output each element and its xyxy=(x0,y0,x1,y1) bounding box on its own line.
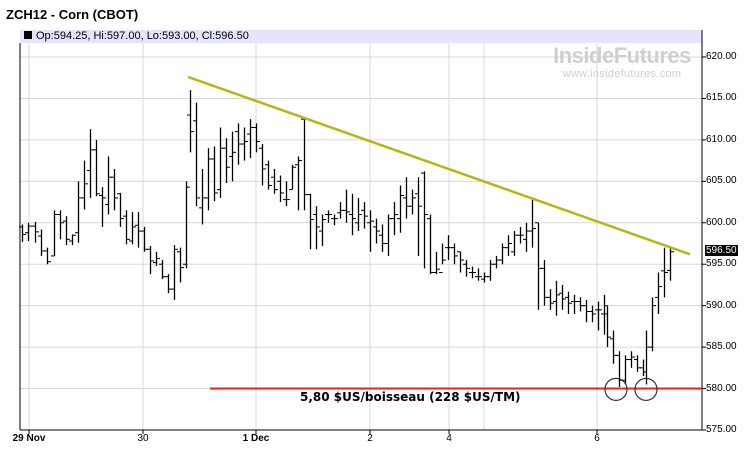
ohlc-values: Op:594.25, Hi:597.00, Lo:593.00, Cl:596.… xyxy=(36,30,249,42)
y-tick-label: 605.00 xyxy=(706,175,737,187)
x-tick-label: 4 xyxy=(446,433,452,444)
watermark-brand: InsideFutures xyxy=(553,43,691,68)
double-bottom-circle-icon xyxy=(634,377,658,401)
resistance-trendline xyxy=(187,75,691,256)
x-tick-label: 1 Dec xyxy=(242,433,270,444)
chart-title: ZCH12 - Corn (CBOT) xyxy=(6,7,139,22)
support-annotation: 5,80 $US/boisseau (228 $US/TM) xyxy=(300,390,521,404)
x-tick-label: 6 xyxy=(594,433,600,444)
y-tick-label: 610.00 xyxy=(706,133,737,145)
x-tick-label: 29 Nov xyxy=(12,433,46,444)
y-tick-label: 600.00 xyxy=(706,216,737,228)
y-tick-label: 590.00 xyxy=(706,299,737,311)
y-tick-label: 615.00 xyxy=(706,92,737,104)
ohlc-legend: Op:594.25, Hi:597.00, Lo:593.00, Cl:596.… xyxy=(24,30,249,43)
double-bottom-circle-icon xyxy=(604,377,628,401)
y-tick-label: 595.00 xyxy=(706,258,737,270)
y-tick-label: 580.00 xyxy=(706,382,737,394)
last-price-marker: 596.50 xyxy=(705,245,738,256)
y-tick-label: 620.00 xyxy=(706,51,737,62)
series-swatch-icon xyxy=(24,31,32,39)
watermark: InsideFutures www.insidefutures.com xyxy=(547,43,697,81)
watermark-url: www.insidefutures.com xyxy=(562,68,682,80)
legend-bar xyxy=(20,30,702,43)
y-tick-label: 575.00 xyxy=(706,424,737,435)
x-tick-label: 30 xyxy=(137,433,149,444)
y-tick-label: 585.00 xyxy=(706,341,737,353)
x-tick-label: 2 xyxy=(367,433,373,444)
